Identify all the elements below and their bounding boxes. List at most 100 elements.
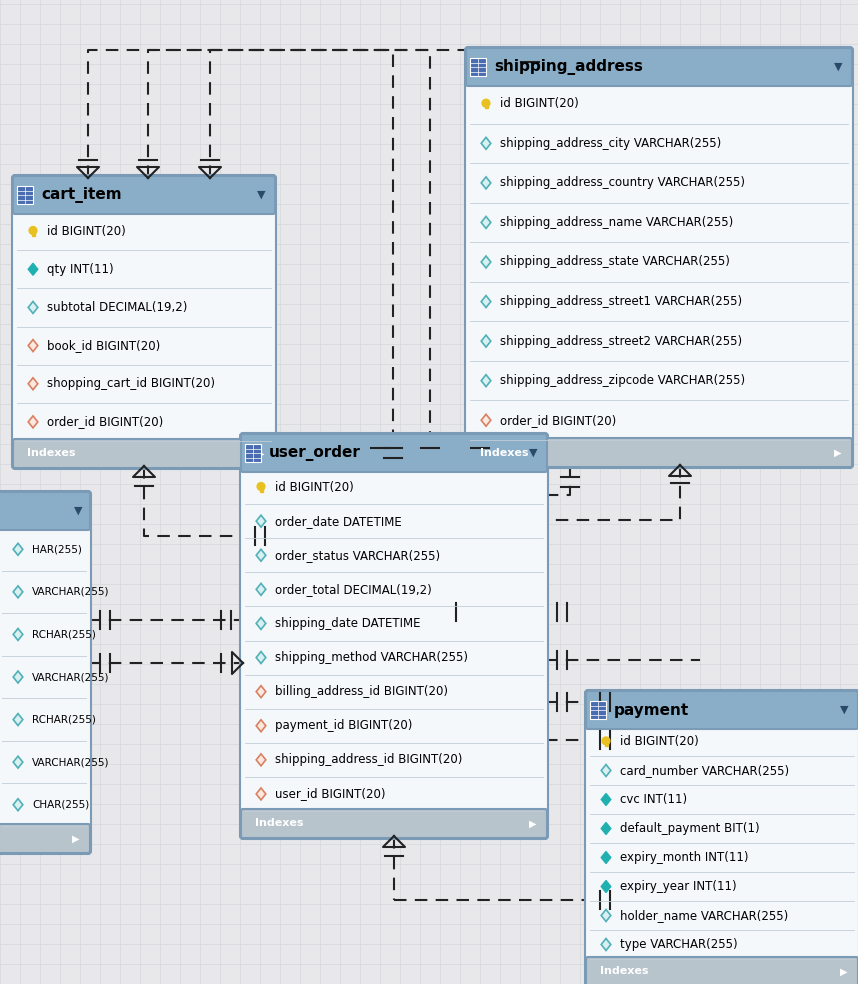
Polygon shape (28, 416, 38, 428)
Text: cvc INT(11): cvc INT(11) (620, 793, 687, 806)
FancyBboxPatch shape (466, 48, 852, 86)
Polygon shape (481, 336, 491, 347)
Text: VARCHAR(255): VARCHAR(255) (32, 672, 110, 682)
FancyBboxPatch shape (585, 690, 858, 984)
Polygon shape (601, 909, 611, 921)
Text: type VARCHAR(255): type VARCHAR(255) (620, 938, 738, 951)
Text: Indexes: Indexes (27, 449, 76, 459)
Bar (590, 701, 606, 719)
Text: payment: payment (614, 703, 689, 717)
Polygon shape (481, 216, 491, 228)
Text: ▶: ▶ (840, 966, 848, 976)
Text: ▼: ▼ (74, 506, 82, 516)
Circle shape (602, 737, 610, 745)
Bar (17, 186, 33, 204)
Polygon shape (13, 671, 23, 683)
Polygon shape (28, 301, 38, 314)
Polygon shape (481, 177, 491, 189)
Text: id BIGINT(20): id BIGINT(20) (500, 97, 579, 110)
Polygon shape (481, 414, 491, 426)
Bar (470, 58, 486, 76)
Polygon shape (257, 651, 266, 663)
Polygon shape (257, 788, 266, 800)
Text: order_date DATETIME: order_date DATETIME (275, 515, 402, 527)
Text: shipping_address_id BIGINT(20): shipping_address_id BIGINT(20) (275, 754, 462, 767)
Text: default_payment BIT(1): default_payment BIT(1) (620, 822, 759, 835)
FancyBboxPatch shape (0, 824, 90, 853)
Bar (259, 487, 263, 492)
Text: id BIGINT(20): id BIGINT(20) (47, 224, 126, 237)
Polygon shape (257, 549, 266, 561)
Text: ▼: ▼ (257, 190, 265, 200)
Bar (245, 444, 261, 462)
Polygon shape (257, 516, 266, 527)
FancyBboxPatch shape (13, 176, 275, 214)
Polygon shape (601, 851, 611, 864)
Text: user_order: user_order (269, 445, 361, 461)
Polygon shape (13, 799, 23, 811)
Text: shipping_address_state VARCHAR(255): shipping_address_state VARCHAR(255) (500, 256, 730, 269)
Text: ▼: ▼ (529, 448, 537, 458)
Bar (605, 742, 607, 746)
Circle shape (29, 226, 37, 234)
Text: ▼: ▼ (834, 62, 843, 72)
Text: CHAR(255): CHAR(255) (32, 800, 89, 810)
Text: VARCHAR(255): VARCHAR(255) (32, 757, 110, 768)
FancyBboxPatch shape (0, 491, 91, 854)
Polygon shape (13, 543, 23, 555)
Polygon shape (257, 686, 266, 698)
Circle shape (482, 99, 490, 107)
Text: ▶: ▶ (834, 448, 842, 458)
Bar (32, 231, 34, 235)
Text: RCHAR(255): RCHAR(255) (32, 630, 96, 640)
Text: order_total DECIMAL(19,2): order_total DECIMAL(19,2) (275, 583, 432, 596)
Text: VARCHAR(255): VARCHAR(255) (32, 586, 110, 597)
Text: ▶: ▶ (72, 833, 80, 843)
Text: Indexes: Indexes (480, 448, 529, 458)
Text: shipping_date DATETIME: shipping_date DATETIME (275, 617, 420, 630)
Text: payment_id BIGINT(20): payment_id BIGINT(20) (275, 719, 413, 732)
Text: shipping_address_street2 VARCHAR(255): shipping_address_street2 VARCHAR(255) (500, 335, 742, 347)
Text: card_number VARCHAR(255): card_number VARCHAR(255) (620, 764, 789, 777)
Text: user_id BIGINT(20): user_id BIGINT(20) (275, 787, 385, 800)
Text: Indexes: Indexes (255, 819, 304, 829)
Text: ▼: ▼ (840, 705, 849, 715)
Text: shopping_cart_id BIGINT(20): shopping_cart_id BIGINT(20) (47, 377, 215, 391)
Text: ▶: ▶ (257, 449, 265, 459)
Text: book_id BIGINT(20): book_id BIGINT(20) (47, 339, 160, 352)
Text: cart_item: cart_item (41, 187, 122, 203)
Text: order_id BIGINT(20): order_id BIGINT(20) (47, 415, 163, 428)
Polygon shape (481, 375, 491, 387)
Text: RCHAR(255): RCHAR(255) (32, 714, 96, 724)
Polygon shape (601, 765, 611, 776)
Polygon shape (13, 713, 23, 725)
Text: shipping_method VARCHAR(255): shipping_method VARCHAR(255) (275, 651, 468, 664)
Polygon shape (28, 339, 38, 351)
Text: shipping_address_country VARCHAR(255): shipping_address_country VARCHAR(255) (500, 176, 745, 189)
Polygon shape (481, 138, 491, 150)
Text: shipping_address_zipcode VARCHAR(255): shipping_address_zipcode VARCHAR(255) (500, 374, 745, 387)
FancyBboxPatch shape (241, 434, 547, 472)
Polygon shape (601, 939, 611, 951)
Bar (485, 104, 487, 108)
Circle shape (257, 482, 265, 490)
Polygon shape (257, 617, 266, 630)
Text: Indexes: Indexes (600, 966, 649, 976)
FancyBboxPatch shape (586, 957, 858, 984)
Polygon shape (601, 823, 611, 834)
Text: holder_name VARCHAR(255): holder_name VARCHAR(255) (620, 909, 789, 922)
Polygon shape (13, 756, 23, 769)
Text: shipping_address_street1 VARCHAR(255): shipping_address_street1 VARCHAR(255) (500, 295, 742, 308)
Polygon shape (601, 793, 611, 806)
Text: HAR(255): HAR(255) (32, 544, 82, 554)
Polygon shape (28, 378, 38, 390)
FancyBboxPatch shape (465, 47, 853, 468)
Polygon shape (481, 256, 491, 268)
Polygon shape (257, 719, 266, 732)
Text: id BIGINT(20): id BIGINT(20) (275, 480, 353, 494)
FancyBboxPatch shape (240, 433, 548, 839)
Text: shipping_address: shipping_address (494, 59, 643, 75)
Polygon shape (601, 881, 611, 892)
Text: expiry_month INT(11): expiry_month INT(11) (620, 851, 748, 864)
Text: order_status VARCHAR(255): order_status VARCHAR(255) (275, 549, 440, 562)
